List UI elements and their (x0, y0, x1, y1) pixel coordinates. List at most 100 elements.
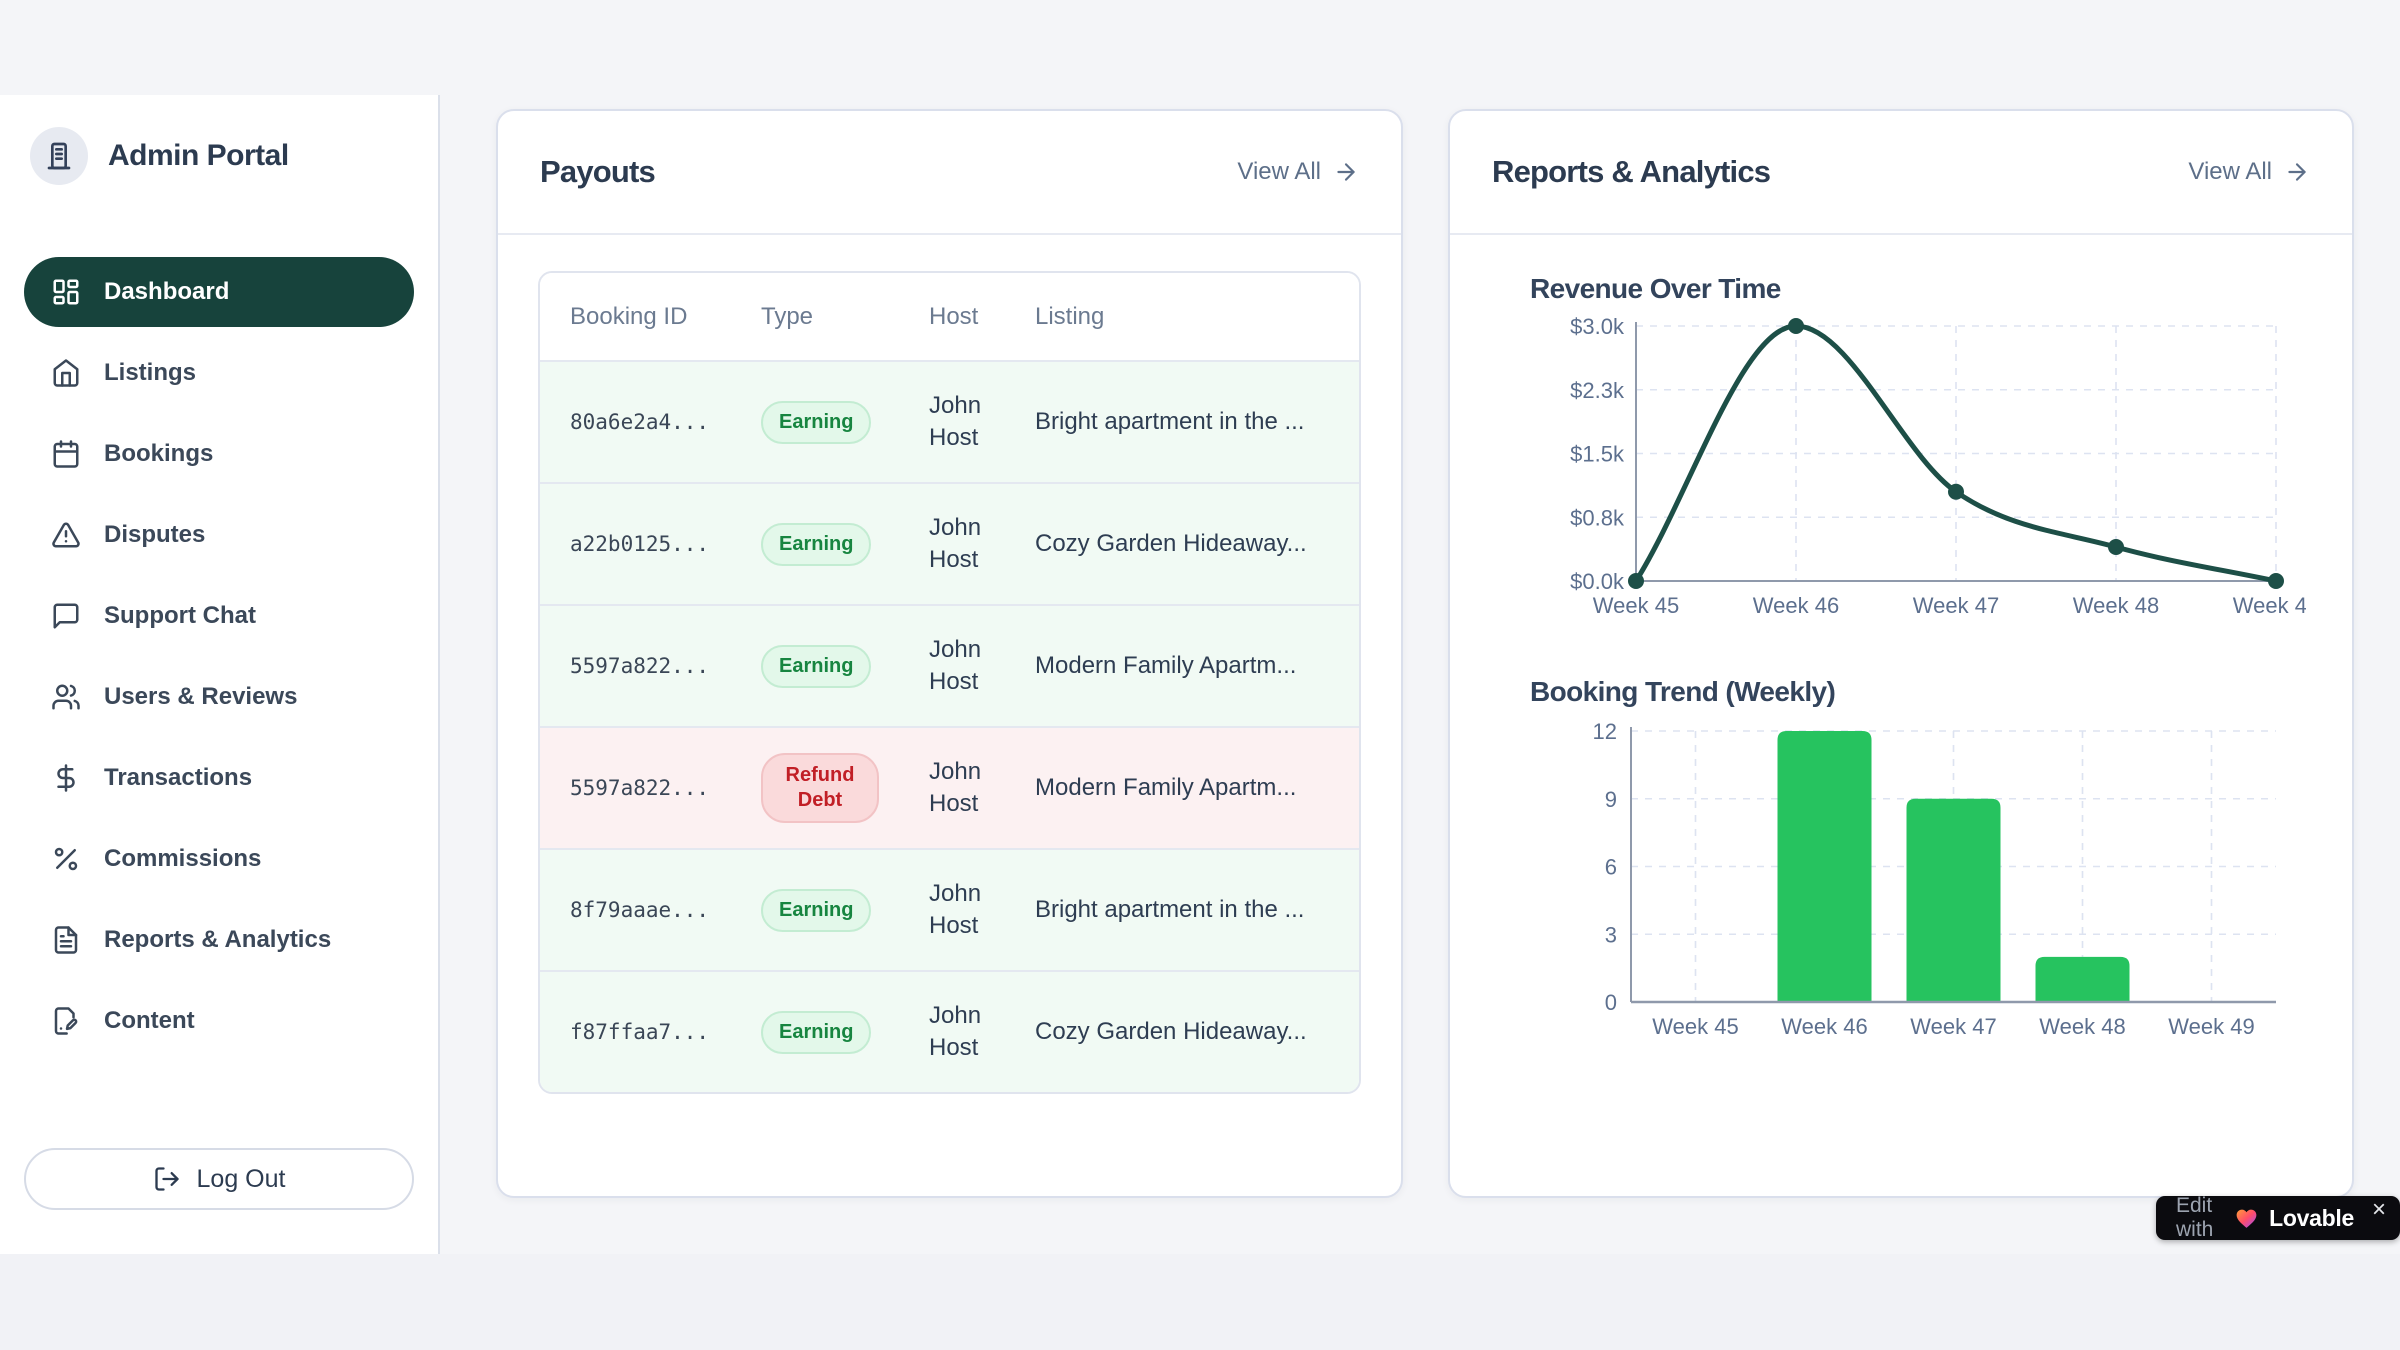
sidebar-item-label: Users & Reviews (104, 683, 298, 710)
svg-text:12: 12 (1593, 719, 1617, 744)
type-cell: Earning (761, 400, 929, 444)
sidebar-item-label: Content (104, 1007, 195, 1034)
svg-text:3: 3 (1605, 922, 1617, 947)
table-row[interactable]: 8f79aaae... Earning John Host Bright apartm… (540, 848, 1359, 970)
booking-trend-chart-title: Booking Trend (Weekly) (1530, 676, 1836, 707)
sidebar-item-label: Listings (104, 359, 197, 386)
edit-with-lovable-badge[interactable]: Edit with Lovable × (2156, 1194, 2400, 1241)
payouts-view-all-link[interactable]: View All (1237, 158, 1359, 186)
logout-wrap: Log Out (24, 1148, 414, 1210)
svg-text:$2.3k: $2.3k (1570, 378, 1625, 403)
host-cell: John Host (929, 879, 982, 939)
type-badge: Earning (761, 522, 872, 566)
sidebar-item-disputes[interactable]: Disputes (24, 500, 414, 570)
svg-text:$1.5k: $1.5k (1570, 442, 1625, 467)
type-badge: Earning (761, 1010, 872, 1054)
booking-id-cell: a22b0125... (570, 532, 710, 556)
sidebar-item-reports-analytics[interactable]: Reports & Analytics (24, 905, 414, 975)
type-badge: Earning (761, 400, 872, 444)
sidebar-item-transactions[interactable]: Transactions (24, 743, 414, 813)
booking-id-cell: f87ffaa7... (570, 1020, 710, 1044)
svg-text:Week 46: Week 46 (1781, 1014, 1867, 1039)
svg-text:$3.0k: $3.0k (1570, 314, 1625, 339)
table-row[interactable]: 80a6e2a4... Earning John Host Bright apartm… (540, 360, 1359, 482)
booking-trend-bar-chart: 12 9 6 3 0 Week 45 Week 46 Week 47 Week 48 Week 4… (1593, 719, 2276, 1039)
sidebar-item-commissions[interactable]: Commissions (24, 824, 414, 894)
svg-text:6: 6 (1605, 855, 1617, 880)
listing-cell: Cozy Garden Hideaway... (1035, 1018, 1307, 1045)
svg-text:Week 45: Week 45 (1593, 593, 1679, 618)
listing-cell: Modern Family Apartm... (1035, 652, 1297, 679)
logout-icon (153, 1165, 181, 1193)
table-row[interactable]: a22b0125... Earning John Host Cozy Garden H… (540, 482, 1359, 604)
type-cell: Earning (761, 1010, 929, 1054)
logout-button[interactable]: Log Out (24, 1148, 414, 1210)
sidebar-item-users-reviews[interactable]: Users & Reviews (24, 662, 414, 732)
sidebar: Admin Portal Dashboard Listings Bookings Di… (0, 95, 440, 1254)
layout-dashboard-icon (50, 276, 82, 308)
payouts-table: Booking ID Type Host Listing 80a6e2a4...… (538, 271, 1361, 1094)
file-text-icon (50, 924, 82, 956)
payouts-card: Payouts View All Booking ID Type Host Li… (496, 109, 1403, 1198)
bottom-strip (0, 1254, 2400, 1350)
home-icon (50, 357, 82, 389)
brand: Admin Portal (24, 127, 414, 185)
svg-text:Week 48: Week 48 (2039, 1014, 2125, 1039)
listing-cell: Bright apartment in the ... (1035, 896, 1305, 923)
table-row[interactable]: 5597a822... Earning John Host Modern Family… (540, 604, 1359, 726)
table-header-row: Booking ID Type Host Listing (540, 273, 1359, 360)
revenue-chart-title: Revenue Over Time (1530, 273, 1781, 304)
svg-text:Week 47: Week 47 (1913, 593, 1999, 618)
sidebar-item-label: Bookings (104, 440, 214, 467)
type-cell: Earning (761, 644, 929, 688)
sidebar-item-label: Disputes (104, 521, 206, 548)
arrow-right-icon (1333, 159, 1359, 185)
svg-text:$0.8k: $0.8k (1570, 505, 1625, 530)
reports-card: Reports & Analytics View All Revenue Ove… (1448, 109, 2354, 1198)
sidebar-item-bookings[interactable]: Bookings (24, 419, 414, 489)
host-cell: John Host (929, 391, 982, 451)
sidebar-item-label: Reports & Analytics (104, 926, 332, 953)
payouts-title: Payouts (540, 154, 656, 189)
svg-text:Week 47: Week 47 (1910, 1014, 1996, 1039)
percent-icon (50, 843, 82, 875)
type-cell: Refund Debt (761, 753, 929, 823)
type-badge: Earning (761, 644, 872, 688)
reports-view-all-link[interactable]: View All (2188, 158, 2310, 186)
type-badge: Earning (761, 888, 872, 932)
type-cell: Earning (761, 888, 929, 932)
heart-icon (2234, 1206, 2259, 1231)
svg-text:$0.0k: $0.0k (1570, 569, 1625, 594)
sidebar-item-label: Commissions (104, 845, 262, 872)
svg-text:Week 49: Week 49 (2233, 593, 2306, 618)
host-cell: John Host (929, 635, 982, 695)
sidebar-item-support-chat[interactable]: Support Chat (24, 581, 414, 651)
file-pen-icon (50, 1005, 82, 1037)
alert-triangle-icon (50, 519, 82, 551)
lovable-brand-label: Lovable (2269, 1204, 2354, 1231)
listing-cell: Modern Family Apartm... (1035, 774, 1297, 801)
reports-header: Reports & Analytics View All (1450, 111, 2352, 235)
dollar-sign-icon (50, 762, 82, 794)
sidebar-item-content[interactable]: Content (24, 986, 414, 1056)
lovable-close-button[interactable]: × (2371, 1196, 2386, 1223)
view-all-label: View All (2188, 158, 2272, 185)
calendar-icon (50, 438, 82, 470)
sidebar-item-dashboard[interactable]: Dashboard (24, 257, 414, 327)
brand-title: Admin Portal (108, 139, 289, 172)
booking-id-cell: 5597a822... (570, 654, 710, 678)
sidebar-item-label: Transactions (104, 764, 253, 791)
sidebar-item-label: Dashboard (104, 278, 230, 305)
sidebar-item-label: Support Chat (104, 602, 256, 629)
booking-id-cell: 8f79aaae... (570, 898, 710, 922)
sidebar-nav: Dashboard Listings Bookings Disputes Support… (24, 257, 414, 1056)
logout-label: Log Out (196, 1164, 286, 1193)
sidebar-item-listings[interactable]: Listings (24, 338, 414, 408)
booking-id-cell: 80a6e2a4... (570, 410, 710, 434)
type-badge: Refund Debt (761, 753, 879, 823)
svg-text:Week 46: Week 46 (1753, 593, 1839, 618)
table-row[interactable]: 5597a822... Refund Debt John Host Modern Fa… (540, 726, 1359, 848)
table-row[interactable]: f87ffaa7... Earning John Host Cozy Garden H… (540, 970, 1359, 1092)
